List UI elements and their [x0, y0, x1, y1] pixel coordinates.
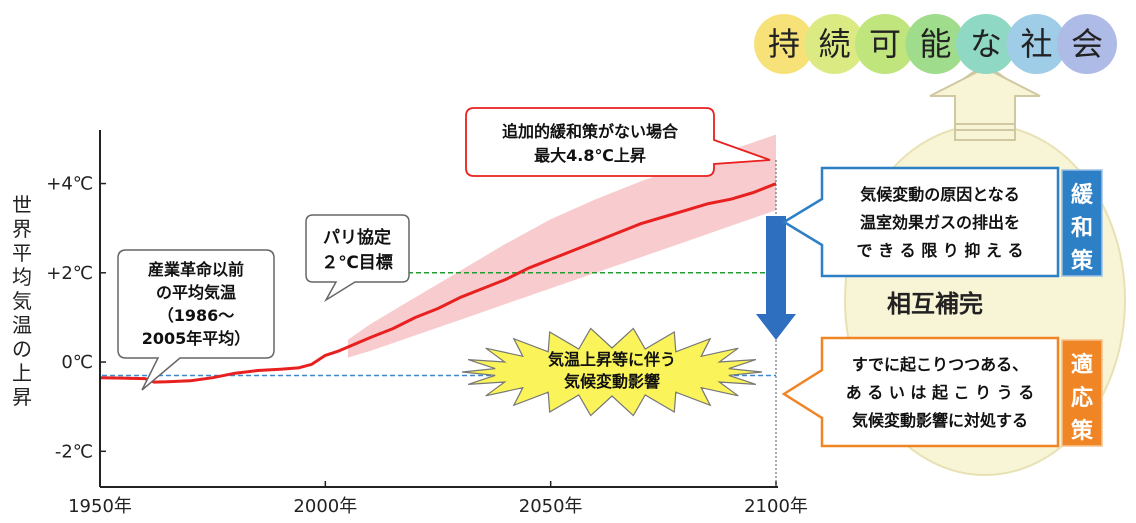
- preindustrial-callout: 産業革命以前の平均気温（1986～ 2005年平均）: [117, 249, 275, 391]
- x-tick-label: 2050年: [519, 496, 583, 517]
- sustainable-char: 可: [869, 25, 901, 63]
- mitigation-down-arrow-icon: [756, 216, 796, 340]
- sustainable-circle: [804, 14, 865, 74]
- sustainable-circle: [855, 14, 915, 74]
- sustainable-char: 持: [768, 25, 800, 63]
- sustainable-society-title: 持続可能な社会: [754, 14, 1117, 74]
- svg-text:すでに起こりつつある、あ る い は 起 こ り う る気候: すでに起こりつつある、あ る い は 起 こ り う る気候変動影響に対処する: [846, 355, 1035, 430]
- svg-text:適応策: 適応策: [1071, 352, 1094, 444]
- axis-ticks: 1950年 2000年 2050年 2100年 +4℃ +2℃ 0℃ -2℃: [46, 174, 808, 517]
- climate-impact-starburst: 気温上昇等に伴う気候変動影響: [461, 327, 763, 417]
- svg-text:緩和策: 緩和策: [1071, 182, 1094, 274]
- y-tick-label: -2℃: [55, 441, 93, 462]
- temperature-series: [99, 182, 777, 384]
- sustainable-char: 能: [919, 25, 951, 63]
- sustainable-circle: [1006, 14, 1067, 74]
- sustainable-circle: [754, 14, 814, 74]
- y-label-text: 世界平均気温の上昇: [12, 193, 32, 409]
- projection-band: [347, 134, 776, 358]
- max-warming-callout: 追加的緩和策がない場合最大4.8℃上昇: [465, 107, 771, 177]
- adaptation-label-badge: 適応策: [1061, 339, 1103, 447]
- y-tick-label: +4℃: [46, 174, 93, 195]
- projection-band-area: [347, 134, 776, 358]
- y-axis-label: 世界平均気温の上昇: [12, 193, 32, 409]
- svg-text:パリ協定２℃目標: パリ協定２℃目標: [321, 227, 393, 273]
- x-tick-label: 2100年: [744, 496, 808, 517]
- mutual-complement-label: 相互補完: [887, 290, 983, 318]
- y-tick-label: 0℃: [61, 352, 93, 373]
- y-tick-label: +2℃: [46, 263, 93, 284]
- svg-text:追加的緩和策がない場合最大4.8℃上昇: 追加的緩和策がない場合最大4.8℃上昇: [502, 122, 679, 165]
- sustainable-char: 社: [1020, 25, 1052, 63]
- x-tick-label: 1950年: [68, 496, 132, 517]
- svg-text:気温上昇等に伴う気候変動影響: 気温上昇等に伴う気候変動影響: [548, 350, 676, 391]
- sustainable-char: な: [970, 25, 1002, 63]
- x-tick-label: 2000年: [293, 496, 357, 517]
- sustainable-circle: [1057, 14, 1117, 74]
- temperature-line: [99, 182, 777, 384]
- paris-agreement-callout: パリ協定２℃目標: [305, 214, 410, 303]
- adaptation-callout: すでに起こりつつある、あ る い は 起 こ り う る気候変動影響に対処する: [781, 336, 1060, 448]
- mitigation-callout: 気候変動の原因となる温室効果ガスの排出をで き る 限 り 抑 え る: [781, 166, 1060, 278]
- svg-text:産業革命以前の平均気温（1986～2005年平均）: 産業革命以前の平均気温（1986～ 2005年平均）: [142, 260, 251, 348]
- sustainable-char: 会: [1071, 25, 1103, 63]
- mitigation-label-badge: 緩和策: [1061, 169, 1103, 277]
- sustainable-char: 続: [818, 25, 850, 63]
- up-arrow-icon: [929, 62, 1041, 141]
- svg-text:気候変動の原因となる温室効果ガスの排出をで き る 限 り: 気候変動の原因となる温室効果ガスの排出をで き る 限 り 抑 え る: [857, 185, 1024, 260]
- sustainable-circle: [956, 14, 1016, 74]
- sustainable-circle: [905, 14, 966, 74]
